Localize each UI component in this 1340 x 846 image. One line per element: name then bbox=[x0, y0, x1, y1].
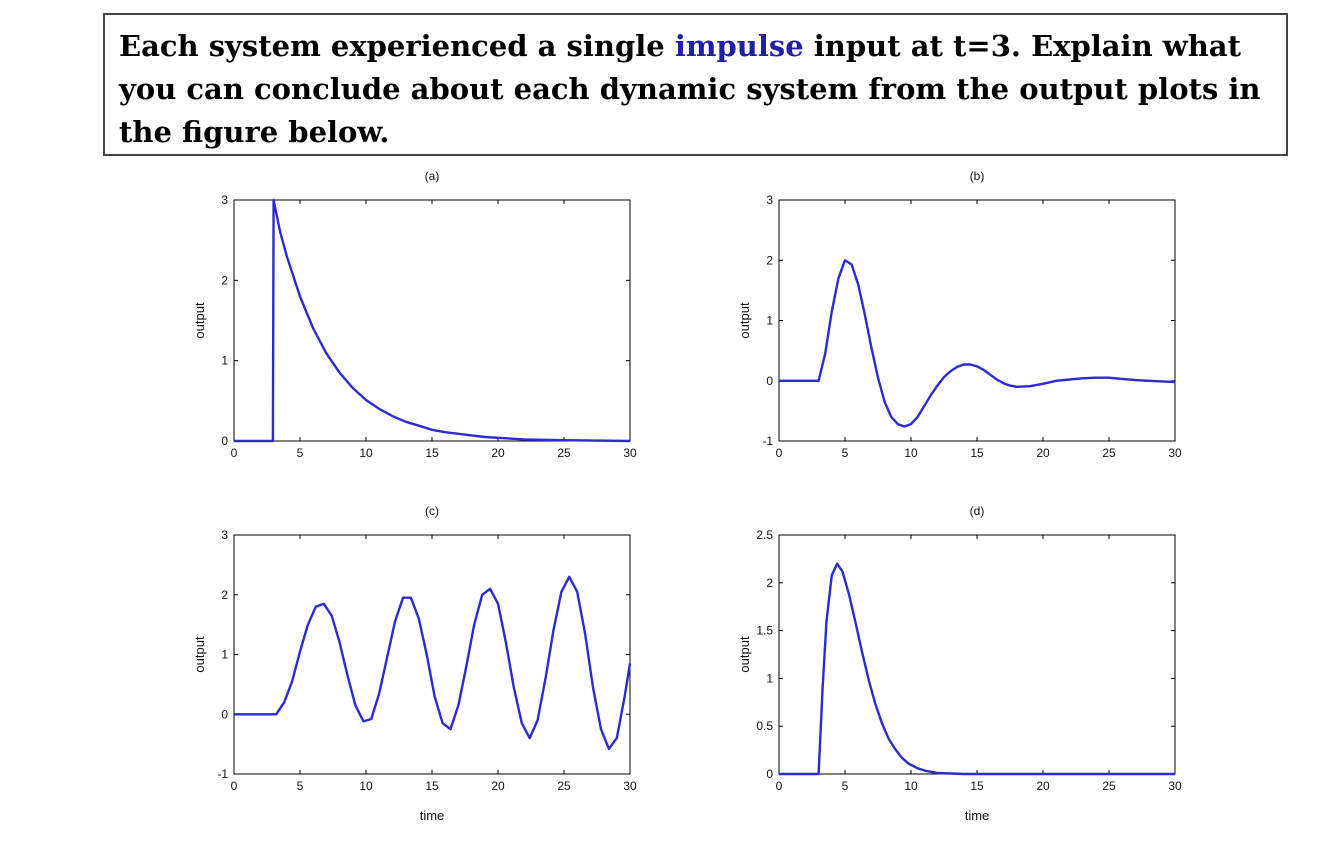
chart-title: (d) bbox=[970, 504, 985, 518]
x-tick-label: 5 bbox=[842, 779, 849, 793]
series-line bbox=[234, 198, 631, 443]
x-tick-label: 20 bbox=[491, 779, 505, 793]
x-tick-label: 20 bbox=[1036, 446, 1050, 460]
y-axis-label: output bbox=[192, 636, 207, 673]
x-tick-label: 0 bbox=[231, 446, 238, 460]
x-tick-label: 10 bbox=[904, 446, 918, 460]
x-tick-label: 15 bbox=[970, 446, 984, 460]
x-tick-label: 5 bbox=[842, 446, 849, 460]
x-tick-label: 15 bbox=[970, 779, 984, 793]
series-line bbox=[779, 259, 1176, 428]
y-tick-label: -1 bbox=[762, 434, 773, 448]
x-tick-label: 30 bbox=[623, 446, 637, 460]
axes-box bbox=[233, 199, 631, 442]
y-tick-label: 1 bbox=[766, 671, 773, 685]
x-tick-label: 30 bbox=[623, 779, 637, 793]
y-tick-label: 2.5 bbox=[756, 528, 773, 542]
x-tick-label: 10 bbox=[359, 779, 373, 793]
series-line bbox=[234, 575, 632, 751]
y-tick-label: 3 bbox=[221, 528, 228, 542]
axes-box bbox=[233, 534, 631, 775]
x-tick-label: 5 bbox=[297, 446, 304, 460]
question-text-start: Each system experienced a single bbox=[119, 29, 675, 63]
y-tick-label: 3 bbox=[221, 193, 228, 207]
x-tick-label: 5 bbox=[297, 779, 304, 793]
chart-title: (b) bbox=[970, 169, 985, 183]
x-tick-label: 15 bbox=[425, 779, 439, 793]
y-axis-label: output bbox=[737, 636, 752, 673]
y-tick-label: 0 bbox=[766, 374, 773, 388]
question-text-end: input at t=3. Explain what you can concl… bbox=[119, 29, 1261, 149]
y-tick-label: 0.5 bbox=[756, 719, 773, 733]
x-tick-label: 25 bbox=[557, 446, 571, 460]
axes-box bbox=[778, 199, 1176, 442]
x-axis-label: time bbox=[965, 808, 990, 823]
chart-title: (a) bbox=[425, 169, 440, 183]
x-tick-label: 10 bbox=[359, 446, 373, 460]
x-tick-label: 0 bbox=[231, 779, 238, 793]
x-tick-label: 20 bbox=[491, 446, 505, 460]
x-tick-label: 20 bbox=[1036, 779, 1050, 793]
x-tick-label: 10 bbox=[904, 779, 918, 793]
x-tick-label: 25 bbox=[557, 779, 571, 793]
y-tick-label: 0 bbox=[766, 767, 773, 781]
series-line bbox=[779, 562, 1175, 776]
x-tick-label: 30 bbox=[1168, 779, 1182, 793]
x-tick-label: 15 bbox=[425, 446, 439, 460]
question-box: Each system experienced a single impulse… bbox=[103, 13, 1288, 156]
chart-title: (c) bbox=[425, 504, 439, 518]
y-axis-label: output bbox=[192, 302, 207, 339]
x-tick-label: 30 bbox=[1168, 446, 1182, 460]
y-tick-label: 0 bbox=[221, 434, 228, 448]
y-axis-label: output bbox=[737, 302, 752, 339]
y-tick-label: -1 bbox=[217, 767, 228, 781]
y-tick-label: 2 bbox=[766, 576, 773, 590]
y-tick-label: 1 bbox=[221, 648, 228, 662]
x-tick-label: 25 bbox=[1102, 779, 1116, 793]
y-tick-label: 0 bbox=[221, 707, 228, 721]
x-tick-label: 0 bbox=[776, 446, 783, 460]
y-tick-label: 2 bbox=[221, 588, 228, 602]
chart-panel-d: 0 5 10 15 20 25 30 0 0.5 1 1.5 2 2.5 (d) output time bbox=[737, 504, 1182, 823]
y-tick-label: 2 bbox=[221, 273, 228, 287]
y-tick-label: 1 bbox=[766, 314, 773, 328]
x-axis-label: time bbox=[420, 808, 445, 823]
y-tick-label: 1.5 bbox=[756, 624, 773, 638]
y-tick-label: 2 bbox=[766, 253, 773, 267]
x-tick-label: 25 bbox=[1102, 446, 1116, 460]
y-tick-label: 1 bbox=[221, 354, 228, 368]
y-tick-label: 3 bbox=[766, 193, 773, 207]
question-highlight-word: impulse bbox=[674, 29, 804, 63]
x-tick-label: 0 bbox=[776, 779, 783, 793]
chart-panel-a: 0 5 10 15 20 25 30 0 1 2 3 (a) output bbox=[192, 169, 637, 460]
axes-box bbox=[778, 534, 1176, 775]
